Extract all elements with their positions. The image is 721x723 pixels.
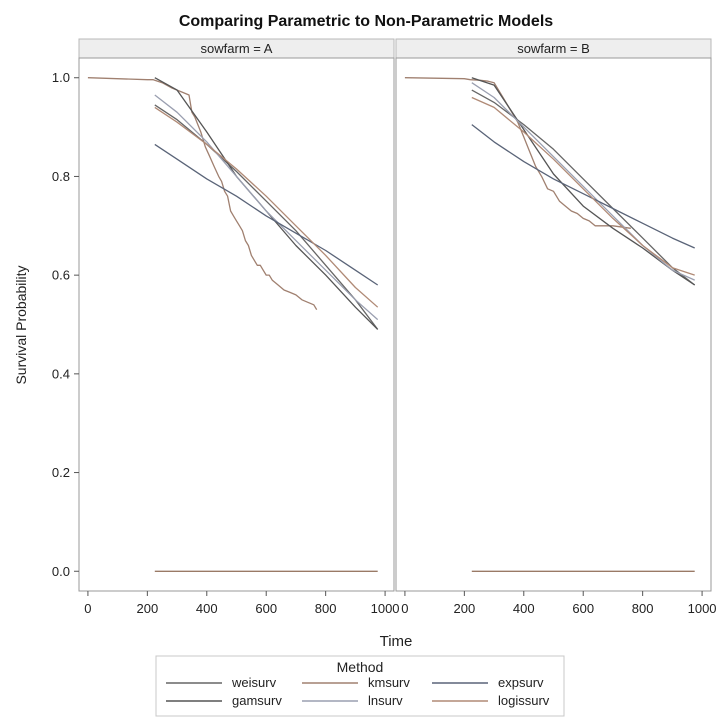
legend-entry-gamsurv: gamsurv — [166, 693, 282, 708]
x-tick-label: 400 — [513, 601, 535, 616]
legend-label: weisurv — [231, 675, 277, 690]
y-tick-label: 0.4 — [52, 366, 70, 381]
series-line-logissurv — [471, 96, 695, 276]
legend-entry-logissurv: logissurv — [432, 693, 550, 708]
legend-label: kmsurv — [368, 675, 410, 690]
legend-label: logissurv — [498, 693, 550, 708]
x-tick-label: 600 — [255, 601, 277, 616]
x-tick-label: 0 — [84, 601, 91, 616]
x-tick-label: 1000 — [688, 601, 717, 616]
series-line-kmsurv — [87, 77, 318, 311]
y-tick-label: 0.8 — [52, 169, 70, 184]
panel-a: sowfarm = A 0 200 400 600 800 1000 0.0 0.2 0.4 0.6… — [52, 38, 400, 616]
x-tick-label: 200 — [453, 601, 475, 616]
legend: Method weisurv kmsurv expsurv gamsurv lnsurv… — [155, 655, 565, 717]
legend-title: Method — [337, 659, 384, 675]
series-line-lnsurv — [471, 82, 695, 281]
y-tick-label: 1.0 — [52, 70, 70, 85]
y-tick-label: 0.2 — [52, 465, 70, 480]
plot-frame — [78, 57, 395, 592]
panel-strip-label: sowfarm = B — [517, 41, 590, 56]
series-line-weisurv — [471, 89, 696, 286]
x-tick-label: 600 — [572, 601, 594, 616]
chart-title: Comparing Parametric to Non-Parametric M… — [179, 13, 553, 30]
series-line-expsurv — [471, 124, 695, 249]
legend-label: expsurv — [498, 675, 544, 690]
x-tick-label: 1000 — [371, 601, 400, 616]
legend-label: lnsurv — [368, 693, 403, 708]
series-line-weisurv — [154, 104, 379, 330]
x-tick-label: 400 — [196, 601, 218, 616]
x-tick-label: 800 — [315, 601, 337, 616]
legend-entry-kmsurv: kmsurv — [302, 675, 410, 690]
plot-frame — [395, 57, 712, 592]
series-line-logissurv — [154, 106, 379, 308]
y-axis-label: Survival Probability — [13, 265, 29, 384]
y-tick-label: 0.6 — [52, 268, 70, 283]
legend-entry-lnsurv: lnsurv — [302, 693, 403, 708]
series-line-expsurv — [154, 143, 379, 286]
x-tick-label: 800 — [632, 601, 654, 616]
series-line-kmsurv — [404, 77, 631, 229]
legend-label: gamsurv — [232, 693, 282, 708]
x-tick-label: 200 — [136, 601, 158, 616]
series-line-lnsurv — [154, 94, 379, 321]
panel-b: sowfarm = B 0 200 400 600 800 1000 — [395, 38, 717, 616]
panel-strip-label: sowfarm = A — [201, 41, 273, 56]
panels: sowfarm = A 0 200 400 600 800 1000 0.0 0.2 0.4 0.6… — [52, 38, 717, 616]
x-axis-label: Time — [380, 633, 413, 650]
y-tick-label: 0.0 — [52, 564, 70, 579]
legend-entry-weisurv: weisurv — [166, 675, 277, 690]
legend-frame — [155, 655, 565, 717]
legend-entry-expsurv: expsurv — [432, 675, 544, 690]
legend-entries: weisurv kmsurv expsurv gamsurv lnsurv logissu… — [166, 675, 550, 708]
x-tick-label: 0 — [401, 601, 408, 616]
